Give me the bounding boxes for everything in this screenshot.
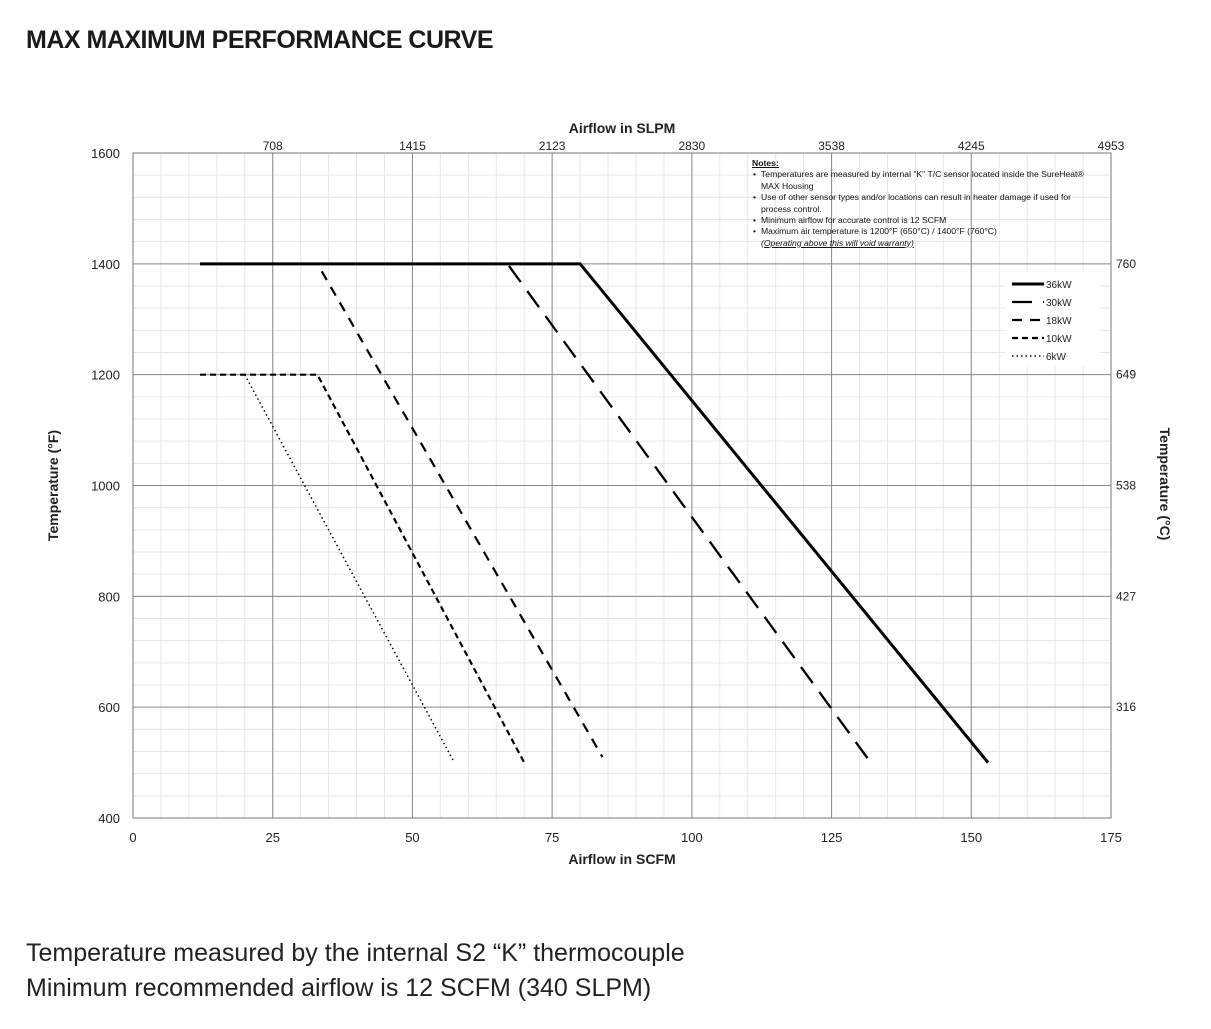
y-tick-label: 1000 <box>91 479 120 494</box>
x2-tick-label: 1415 <box>399 139 426 153</box>
x-tick-label: 150 <box>960 830 982 845</box>
x-tick-label: 125 <box>821 830 843 845</box>
y2-tick-label: 427 <box>1116 589 1136 603</box>
y-tick-label: 800 <box>98 589 120 604</box>
legend-label: 36kW <box>1046 280 1072 291</box>
series-line-30kW <box>200 262 872 764</box>
x-axis-label: Airflow in SCFM <box>568 851 675 867</box>
tick-labels: 0 25 50 75 100 125 150 175 400 600 800 1000 1200 1400… <box>91 139 1136 845</box>
footer-line: Temperature measured by the internal S2 … <box>26 939 685 967</box>
series-line-10kW <box>200 373 526 764</box>
legend-label: 30kW <box>1046 298 1072 309</box>
plot-frame <box>132 152 1112 819</box>
x2-tick-label: 2123 <box>539 139 566 153</box>
series-line-36kW <box>200 262 990 764</box>
y-axis-label: Temperature (°F) <box>45 430 61 541</box>
series-line-6kW <box>244 374 456 763</box>
x2-tick-label: 708 <box>263 139 283 153</box>
x2-tick-label: 3538 <box>818 139 845 153</box>
x2-tick-label: 4245 <box>958 139 985 153</box>
y-tick-label: 400 <box>98 811 120 826</box>
y2-tick-label: 649 <box>1116 368 1136 382</box>
x-tick-label: 25 <box>265 830 279 845</box>
x-tick-label: 50 <box>405 830 419 845</box>
note-item: Maximum air temperature is 1200°F (650°C… <box>752 226 1097 238</box>
legend: 36kW 30kW 18kW 10kW 6kW <box>1006 272 1100 366</box>
y-tick-label: 1600 <box>91 146 120 161</box>
legend-label: 6kW <box>1046 352 1067 363</box>
legend-label: 10kW <box>1046 334 1072 345</box>
footer-notes: Temperature measured by the internal S2 … <box>26 936 685 1006</box>
series-layer <box>200 262 990 764</box>
x2-axis-label: Airflow in SLPM <box>569 120 676 136</box>
note-warning: (Operating above this will void warranty… <box>761 237 914 248</box>
x-tick-label: 75 <box>545 830 559 845</box>
note-item: Temperatures are measured by internal "K… <box>752 169 1097 192</box>
note-item: Minimum airflow for accurate control is … <box>752 215 1097 227</box>
page-title: MAX MAXIMUM PERFORMANCE CURVE <box>26 26 494 54</box>
note-item: Use of other sensor types and/or locatio… <box>752 192 1097 215</box>
x-tick-label: 175 <box>1100 830 1122 845</box>
y2-axis-label: Temperature (°C) <box>1157 428 1173 541</box>
y2-tick-label: 538 <box>1116 479 1136 493</box>
y-tick-label: 1400 <box>91 257 120 272</box>
series-line-18kW <box>200 262 604 758</box>
major-grid <box>132 152 1112 819</box>
notes-box: Notes: Temperatures are measured by inte… <box>752 158 1097 249</box>
x2-tick-label: 4953 <box>1098 139 1125 153</box>
x-tick-label: 100 <box>681 830 703 845</box>
footer-line: Minimum recommended airflow is 12 SCFM (… <box>26 974 652 1002</box>
y-tick-label: 1200 <box>91 368 120 383</box>
y2-tick-label: 760 <box>1116 257 1136 271</box>
y2-tick-label: 316 <box>1116 700 1136 714</box>
x2-tick-label: 2830 <box>679 139 706 153</box>
notes-title: Notes: <box>752 158 779 168</box>
y-tick-label: 600 <box>98 700 120 715</box>
legend-label: 18kW <box>1046 316 1072 327</box>
x-tick-label: 0 <box>129 830 136 845</box>
